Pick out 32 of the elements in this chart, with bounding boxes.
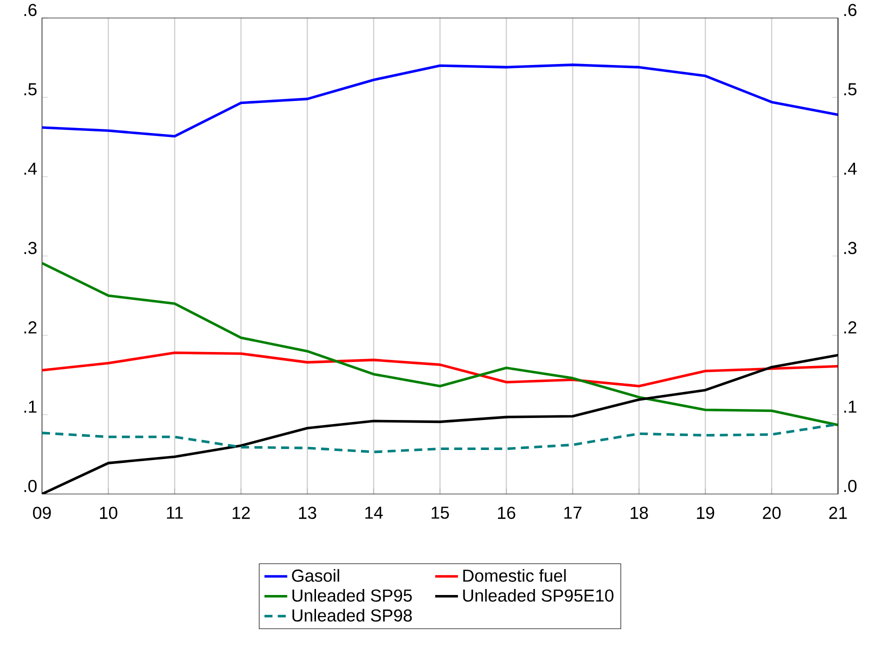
x-tick-label: 10 <box>100 506 118 519</box>
y2-tick-label: .3 <box>24 242 37 254</box>
x-tick-label: 18 <box>630 506 648 519</box>
legend-label: Domestic fuel <box>463 569 566 582</box>
x-tick-label: 14 <box>365 506 383 519</box>
x-tick-label: 17 <box>564 506 582 519</box>
x-tick-label: 20 <box>762 506 781 519</box>
x-tick-label: 16 <box>498 506 516 519</box>
y2-tick-label: .0 <box>24 480 37 492</box>
x-tick-label: 15 <box>432 506 449 519</box>
y-tick-label: .3 <box>844 242 856 254</box>
x-tick-label: 19 <box>697 506 714 519</box>
y2-tick-label: .4 <box>24 162 37 175</box>
legend-label: Gasoil <box>292 569 340 582</box>
legend-label: Unleaded SP98 <box>292 608 412 622</box>
y-tick-label: .1 <box>844 400 856 413</box>
legend-label: Unleaded SP95E10 <box>463 588 614 602</box>
x-tick-label: 09 <box>33 506 51 519</box>
y-tick-label: .0 <box>844 480 857 492</box>
y2-tick-label: .6 <box>24 4 37 16</box>
y2-tick-label: .5 <box>24 83 37 96</box>
y-tick-label: .2 <box>844 321 856 334</box>
y-tick-label: .5 <box>844 83 856 96</box>
y-tick-label: .4 <box>844 162 857 175</box>
y2-tick-label: .2 <box>24 321 36 334</box>
y-tick-label: .6 <box>844 4 856 16</box>
x-tick-label: 12 <box>232 506 250 519</box>
x-tick-label: 11 <box>166 506 183 519</box>
x-tick-label: 21 <box>829 506 847 519</box>
y2-tick-label: .1 <box>24 400 36 413</box>
x-tick-label: 13 <box>299 506 316 519</box>
legend-label: Unleaded SP95 <box>292 588 412 602</box>
